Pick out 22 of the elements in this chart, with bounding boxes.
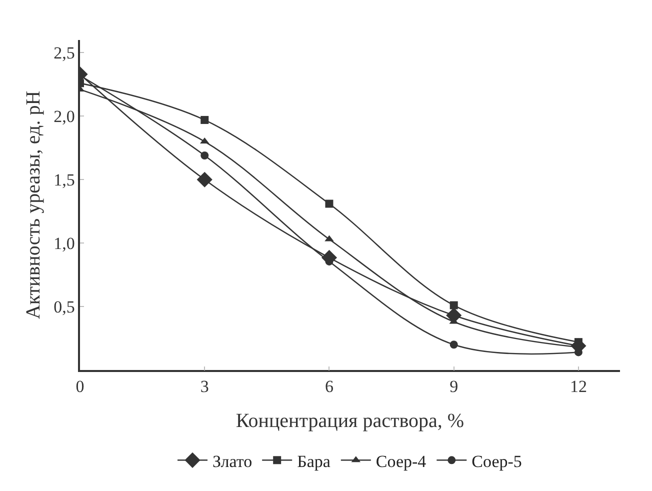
point [200, 116, 209, 124]
point [450, 301, 458, 310]
legend-label: Злато [212, 452, 252, 471]
point [196, 172, 212, 188]
point [200, 152, 209, 160]
point [325, 200, 334, 208]
y-tick-label: 2,0 [54, 107, 75, 126]
x-axis-title: Концентрация раствора, % [236, 410, 464, 432]
x-tick-label: 12 [570, 377, 587, 396]
point [450, 340, 458, 349]
y-axis-title: Активность уреазы, ед. pH [22, 90, 45, 320]
legend-label: Соер-4 [376, 452, 427, 471]
x-tick-label: 9 [450, 377, 458, 396]
y-tick-label: 1,5 [54, 170, 75, 190]
x-tick-label: 0 [76, 377, 84, 396]
legend-label: Соер-5 [472, 452, 522, 471]
legend-label: Бара [297, 452, 331, 471]
y-tick-label: 1,0 [54, 234, 75, 254]
y-tick-label: 2,5 [54, 44, 75, 63]
x-tick-label: 3 [200, 377, 209, 396]
y-tick-label: 0,5 [54, 297, 75, 316]
x-tick-label: 6 [324, 377, 334, 396]
